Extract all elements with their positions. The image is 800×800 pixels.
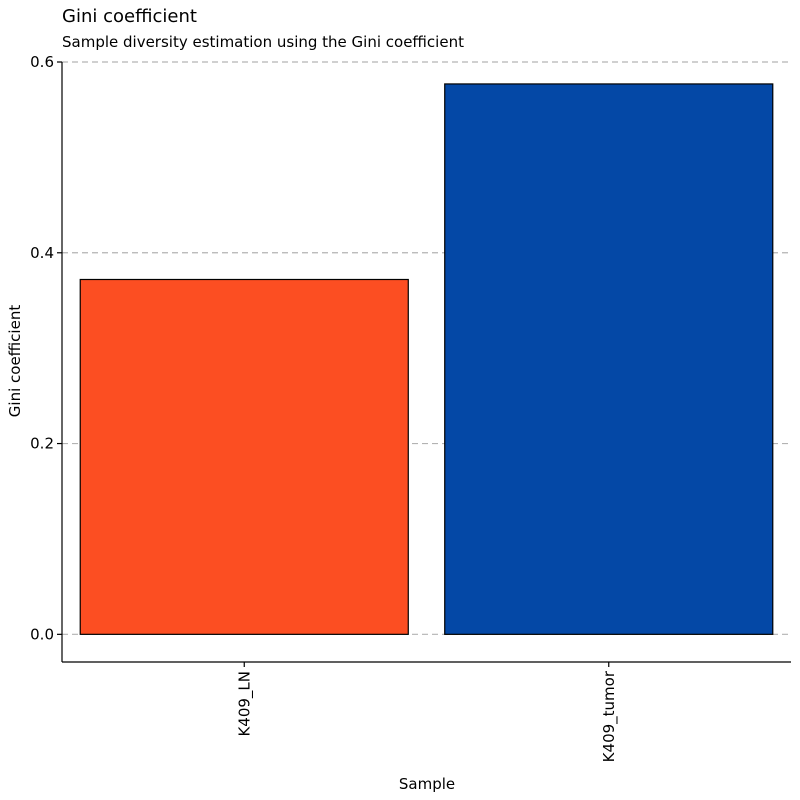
bar-K409_tumor — [444, 83, 774, 635]
y-tick-label: 0.0 — [30, 625, 54, 643]
x-axis-title: Sample — [399, 775, 455, 793]
x-axis-ticks: K409_LN K409_tumor — [235, 662, 619, 762]
y-tick-label: 0.2 — [30, 435, 54, 453]
y-axis-title: Gini coefficient — [6, 305, 24, 418]
y-tick-label: 0.4 — [30, 244, 54, 262]
y-tick-label: 0.6 — [30, 53, 54, 71]
y-axis-ticks: 0.0 0.2 0.4 0.6 — [30, 53, 62, 643]
chart-subtitle: Sample diversity estimation using the Gi… — [62, 33, 464, 51]
bars — [79, 83, 774, 635]
x-tick-label: K409_tumor — [600, 670, 619, 762]
bar-K409_LN — [79, 278, 409, 635]
x-tick-label: K409_LN — [235, 671, 254, 737]
chart-title: Gini coefficient — [62, 6, 197, 27]
